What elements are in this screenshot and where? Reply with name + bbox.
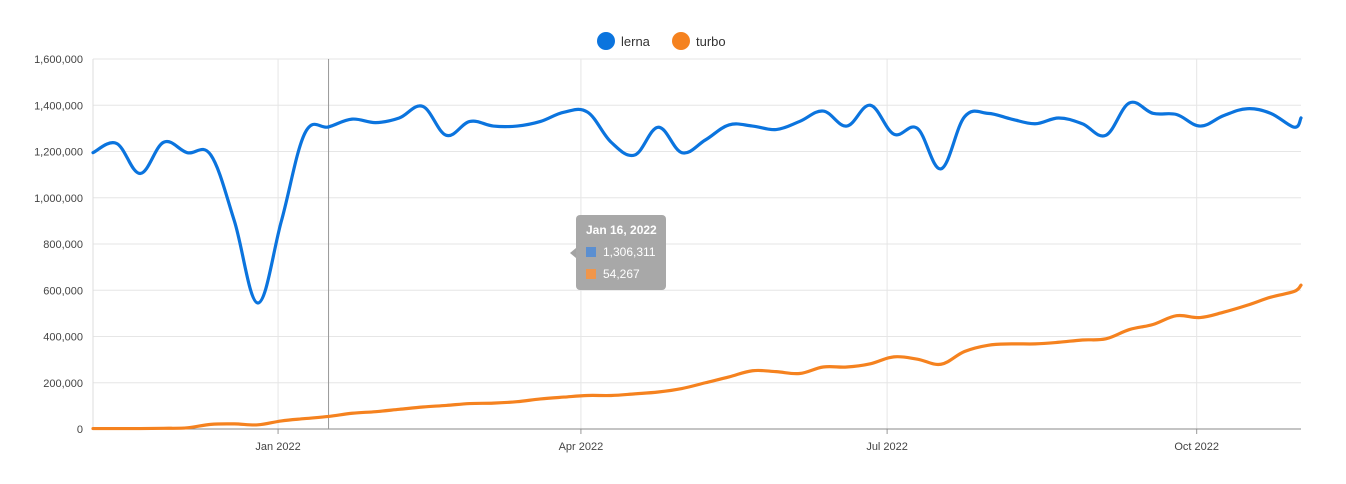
- y-tick-label: 1,600,000: [34, 54, 83, 66]
- legend-swatch-turbo[interactable]: [672, 32, 690, 50]
- legend-swatch-lerna[interactable]: [597, 32, 615, 50]
- tooltip-swatch-lerna: [586, 247, 596, 257]
- legend-label-turbo[interactable]: turbo: [696, 34, 726, 49]
- legend-label-lerna[interactable]: lerna: [621, 34, 651, 49]
- tooltip-value-lerna: 1,306,311: [603, 245, 656, 259]
- x-tick-label: Oct 2022: [1174, 441, 1219, 453]
- tooltip-box: [576, 215, 666, 290]
- tooltip-pointer: [570, 248, 576, 258]
- tooltip-date: Jan 16, 2022: [586, 223, 657, 237]
- x-tick-label: Apr 2022: [559, 441, 604, 453]
- y-tick-label: 0: [77, 424, 83, 436]
- axes: 0 200,000 400,000 600,000 800,000 1,000,000 1,…: [34, 54, 1301, 453]
- series-line-lerna: [91, 100, 1303, 305]
- y-tick-label: 800,000: [43, 239, 83, 251]
- y-tick-label: 1,200,000: [34, 147, 83, 159]
- y-tick-label: 200,000: [43, 378, 83, 390]
- tooltip-swatch-turbo: [586, 269, 596, 279]
- y-tick-label: 1,000,000: [34, 193, 83, 205]
- series-lines: [91, 100, 1303, 431]
- y-tick-label: 1,400,000: [34, 100, 83, 112]
- tooltip: Jan 16, 2022 1,306,311 54,267: [570, 215, 666, 290]
- x-tick-label: Jul 2022: [866, 441, 908, 453]
- x-tick-label: Jan 2022: [255, 441, 300, 453]
- y-tick-label: 400,000: [43, 332, 83, 344]
- y-tick-label: 600,000: [43, 285, 83, 297]
- tooltip-value-turbo: 54,267: [603, 267, 640, 281]
- legend: lerna turbo: [597, 32, 726, 50]
- grid-lines: [93, 58, 1301, 430]
- series-line-turbo: [91, 283, 1303, 431]
